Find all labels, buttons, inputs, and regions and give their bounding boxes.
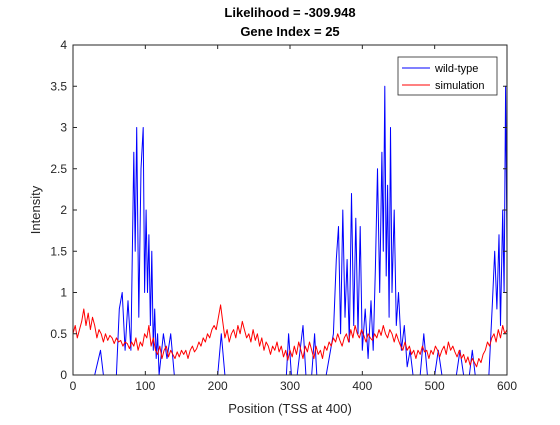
x-tick-label: 100	[135, 379, 155, 393]
y-tick-label: 0.5	[50, 327, 67, 341]
y-tick-label: 0	[60, 368, 67, 382]
x-axis-label: Position (TSS at 400)	[228, 401, 352, 416]
x-tick-label: 500	[425, 379, 445, 393]
y-tick-label: 4	[60, 38, 67, 52]
y-tick-label: 1	[60, 286, 67, 300]
series-line-simulation	[72, 304, 508, 368]
y-tick-label: 2	[60, 203, 67, 217]
y-tick-label: 2.5	[50, 162, 67, 176]
x-tick-label: 200	[208, 379, 228, 393]
legend-label-wild-type: wild-type	[434, 63, 478, 75]
x-tick-label: 300	[280, 379, 300, 393]
y-tick-label: 3	[60, 121, 67, 135]
x-tick-label: 600	[497, 379, 517, 393]
y-axis-label: Intensity	[28, 185, 43, 234]
x-tick-label: 400	[352, 379, 372, 393]
plot-area	[73, 45, 507, 375]
series-line-wild-type	[73, 85, 508, 376]
y-tick-label: 3.5	[50, 79, 67, 93]
axes-background	[73, 45, 507, 375]
legend-box	[397, 56, 498, 96]
legend-label-simulation: simulation	[435, 80, 485, 92]
x-tick-label: 0	[70, 379, 77, 393]
chart-subtitle: Gene Index = 25	[240, 24, 339, 39]
y-tick-label: 1.5	[50, 244, 67, 258]
ticks-layer: 0 100 200 300 400 500 600 0 0.5 1 1.5 2 2.5 3 3.5 4	[50, 38, 517, 393]
legend: wild-type simulation	[397, 56, 498, 96]
chart-title: Likelihood = -309.948	[224, 5, 355, 20]
series-layer	[72, 85, 508, 376]
